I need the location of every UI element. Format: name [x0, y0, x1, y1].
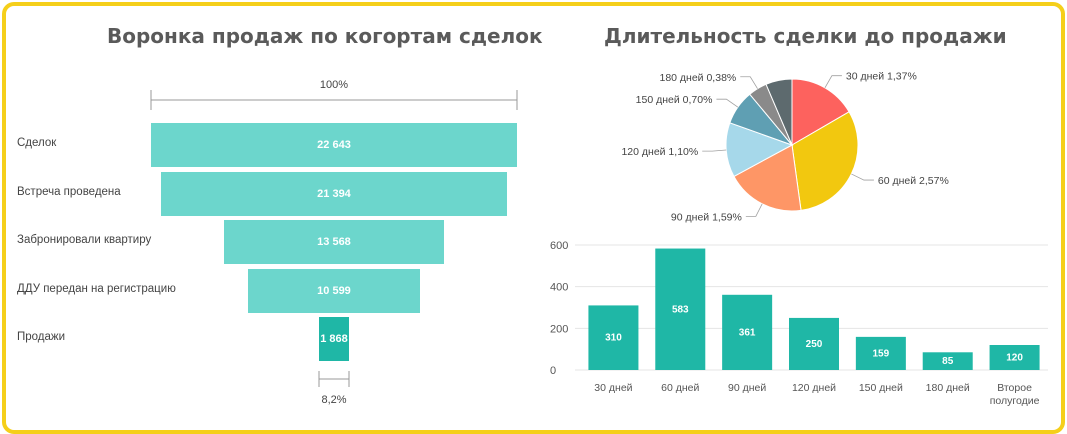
funnel-value-label: 22 643 — [317, 139, 351, 151]
duration-bar — [655, 248, 706, 370]
funnel-stage-label: Забронировали квартиру — [17, 234, 152, 246]
pie-leader-line — [702, 149, 727, 152]
bar-x-tick-label: 150 дней — [859, 382, 903, 394]
pie-slice-label: 60 дней 2,57% — [878, 175, 949, 187]
bar-x-tick-label: 30 дней — [594, 382, 632, 394]
pie-leader-line — [745, 203, 763, 217]
bar-x-tick-label: полугодие — [990, 395, 1040, 407]
pie-slice-label: 30 дней 1,37% — [846, 71, 917, 83]
pie-leader-line — [740, 76, 758, 89]
funnel-bar: 13 568 — [224, 220, 444, 264]
funnel-stage-label: ДДУ передан на регистрацию — [17, 282, 176, 295]
funnel-top-annotation: 100% — [320, 79, 348, 91]
pie-slice-label: 150 дней 0,70% — [636, 94, 713, 106]
pie-slice-label: 120 дней 1,10% — [621, 146, 698, 158]
pie-slice — [765, 78, 793, 146]
bar-y-tick-label: 600 — [550, 240, 568, 252]
pie-slice — [791, 78, 850, 146]
funnel-stage-label: Встреча проведена — [17, 185, 121, 198]
funnel-stage-label: Сделок — [17, 137, 57, 149]
funnel-value-label: 10 599 — [317, 284, 351, 297]
bar-x-tick-label: 90 дней — [728, 382, 766, 394]
funnel-bar: 21 394 — [161, 171, 507, 216]
funnel-bar: 22 643 — [151, 123, 517, 167]
bar-x-tick-label: 120 дней — [792, 382, 836, 394]
duration-bar — [922, 352, 973, 370]
funnel-stage-label: Продажи — [17, 331, 66, 343]
bar-value-label: 120 — [1006, 353, 1023, 364]
funnel-bar: 10 599 — [248, 268, 420, 313]
duration-bar — [588, 305, 639, 370]
bar-value-label: 85 — [942, 356, 954, 367]
pie-slice-label: 90 дней 1,59% — [671, 211, 742, 223]
bar-value-label: 250 — [806, 339, 823, 350]
funnel-value-label: 21 394 — [317, 187, 351, 200]
bar-value-label: 361 — [739, 327, 756, 338]
funnel-value-label: 13 568 — [317, 236, 351, 248]
duration-bar — [989, 345, 1040, 370]
bar-x-tick-label: 180 дней — [926, 382, 970, 394]
duration-bar — [855, 336, 906, 370]
funnel-value-label: 1 868 — [320, 333, 348, 345]
pie-slice — [733, 144, 802, 212]
pie-leader-line — [851, 173, 874, 181]
pie-slice — [791, 111, 859, 211]
funnel-bottom-annotation: 8,2% — [321, 394, 346, 406]
duration-bar — [722, 294, 773, 370]
bar-x-tick-label: Второе — [997, 382, 1032, 394]
duration-title: Длительность сделки до продажи — [604, 24, 1007, 48]
funnel-bar: 1 868 — [318, 317, 350, 361]
bar-value-label: 159 — [873, 348, 890, 359]
bar-y-tick-label: 0 — [550, 365, 556, 377]
bar-x-tick-label: 60 дней — [661, 382, 699, 394]
pie-slice-label: 180 дней 0,38% — [659, 72, 736, 84]
pie-slice — [725, 122, 794, 178]
funnel-title: Воронка продаж по когортам сделок — [107, 24, 543, 48]
bar-value-label: 310 — [605, 333, 622, 344]
bar-y-tick-label: 200 — [550, 323, 568, 335]
pie-leader-line — [716, 98, 739, 108]
bar-y-tick-label: 400 — [550, 282, 568, 294]
bar-value-label: 583 — [672, 304, 689, 315]
pie-leader-line — [824, 75, 842, 88]
duration-bar — [789, 317, 839, 370]
